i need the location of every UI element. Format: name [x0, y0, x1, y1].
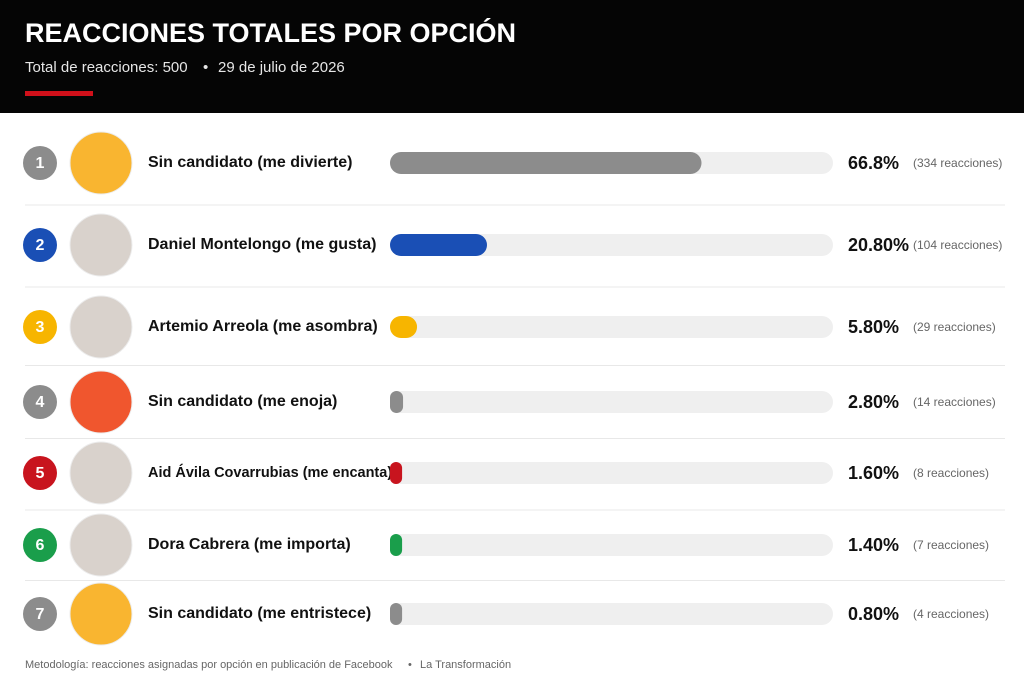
rank-number: 7: [36, 606, 45, 623]
subtitle: Total de reacciones: 500: [25, 59, 188, 76]
bar: [390, 391, 404, 413]
avatar: [69, 441, 133, 505]
option-label: Sin candidato (me divierte): [148, 154, 352, 171]
bar-track: [390, 603, 833, 625]
bar-track: [390, 462, 833, 484]
rank-number: 3: [36, 319, 45, 336]
rank-badge: [23, 385, 57, 419]
reaction-count: (14 reacciones): [913, 395, 996, 409]
rank-badge: [23, 146, 57, 180]
option-label: Sin candidato (me entristece): [148, 605, 371, 622]
option-label: Daniel Montelongo (me gusta): [148, 236, 376, 253]
avatar: [69, 513, 133, 577]
reaction-count: (104 reacciones): [913, 238, 1002, 252]
avatar: [69, 213, 133, 277]
publisher: La Transformación: [420, 659, 511, 671]
value-label: 0.80%: [848, 604, 899, 624]
accent-bar: [25, 91, 93, 96]
reaction-count: (334 reacciones): [913, 156, 1002, 170]
reaction-count: (4 reacciones): [913, 607, 989, 621]
rank-number: 6: [36, 537, 45, 554]
value-label: 2.80%: [848, 392, 899, 412]
avatar: [69, 131, 133, 195]
bar-track: [390, 534, 833, 556]
separator: •: [408, 659, 412, 671]
value-label: 1.60%: [848, 463, 899, 483]
separator: •: [203, 59, 208, 76]
bar: [390, 234, 487, 256]
bar: [390, 152, 702, 174]
header-background: [0, 0, 1024, 113]
option-label: Artemio Arreola (me asombra): [148, 318, 378, 335]
rank-badge: [23, 597, 57, 631]
rank-number: 2: [36, 237, 45, 254]
rank-badge: [23, 456, 57, 490]
rank-number: 1: [36, 155, 45, 172]
rank-number: 5: [36, 465, 45, 482]
avatar: [69, 582, 133, 646]
reaction-count: (29 reacciones): [913, 320, 996, 334]
rank-badge: [23, 528, 57, 562]
bar: [390, 603, 403, 625]
rank-badge: [23, 228, 57, 262]
bar: [390, 534, 403, 556]
rank-number: 4: [36, 394, 45, 411]
value-label: 1.40%: [848, 535, 899, 555]
rank-badge: [23, 310, 57, 344]
reaction-count: (8 reacciones): [913, 466, 989, 480]
bar-track: [390, 316, 833, 338]
bar-track: [390, 391, 833, 413]
value-label: 5.80%: [848, 317, 899, 337]
reaction-count: (7 reacciones): [913, 538, 989, 552]
chart-title: REACCIONES TOTALES POR OPCIÓN: [25, 17, 516, 48]
bar-track: [390, 234, 833, 256]
date: 29 de julio de 2026: [218, 59, 345, 76]
bar: [390, 462, 403, 484]
avatar: [69, 370, 133, 434]
option-label: Aid Ávila Covarrubias (me encanta): [148, 464, 392, 481]
bar: [390, 316, 418, 338]
value-label: 66.8%: [848, 153, 899, 173]
option-label: Sin candidato (me enoja): [148, 393, 337, 410]
option-label: Dora Cabrera (me importa): [148, 536, 351, 553]
avatar: [69, 295, 133, 359]
value-label: 20.80%: [848, 235, 909, 255]
source-note: Metodología: reacciones asignadas por op…: [25, 659, 393, 671]
